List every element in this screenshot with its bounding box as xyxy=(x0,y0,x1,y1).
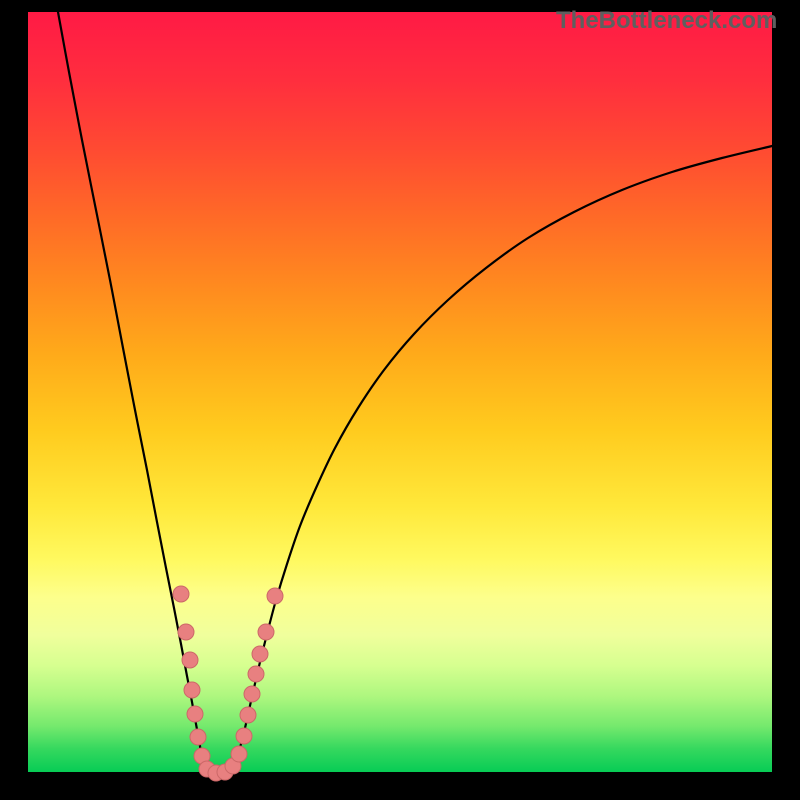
data-marker xyxy=(258,624,274,640)
chart-frame: TheBottleneck.com xyxy=(0,0,800,800)
chart-svg xyxy=(0,0,800,800)
data-marker xyxy=(187,706,203,722)
data-marker xyxy=(184,682,200,698)
data-marker xyxy=(190,729,206,745)
plot-background xyxy=(28,12,772,772)
data-marker xyxy=(173,586,189,602)
data-marker xyxy=(178,624,194,640)
data-marker xyxy=(182,652,198,668)
data-marker xyxy=(231,746,247,762)
data-marker xyxy=(252,646,268,662)
data-marker xyxy=(267,588,283,604)
data-marker xyxy=(240,707,256,723)
data-marker xyxy=(244,686,260,702)
data-marker xyxy=(236,728,252,744)
data-marker xyxy=(248,666,264,682)
